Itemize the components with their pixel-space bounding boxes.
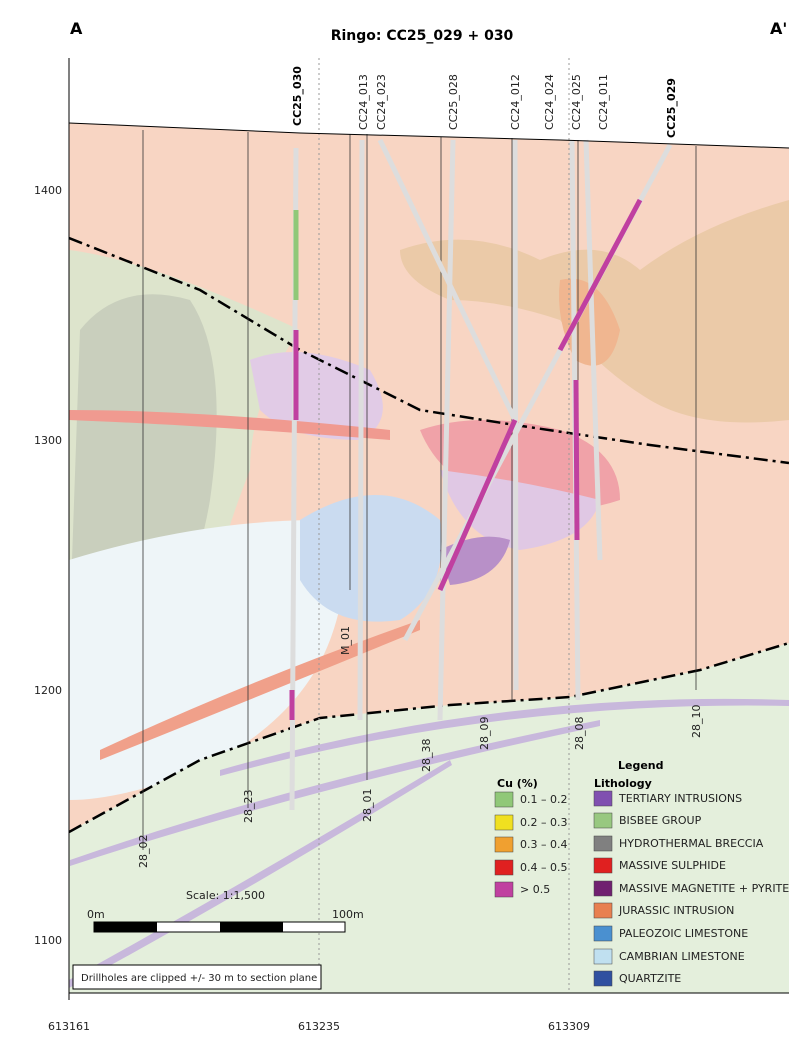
section-label: A	[70, 19, 83, 38]
drillhole-label: CC25_030	[291, 66, 304, 126]
scale-start: 0m	[87, 908, 105, 921]
grid-line-label: 28_09	[478, 717, 491, 751]
legend-item: 0.3 – 0.4	[520, 838, 567, 851]
grid-line-label: 28_01	[361, 789, 374, 823]
legend-heading: Cu (%)	[497, 777, 538, 790]
grid-line-label: 28_02	[137, 835, 150, 869]
grid-line-label: 28_08	[573, 717, 586, 751]
legend-item: PALEOZOIC LIMESTONE	[619, 927, 748, 940]
scale-end: 100m	[332, 908, 364, 921]
geology	[69, 58, 789, 993]
drillhole-label: CC24_023	[375, 74, 388, 130]
grid-line-label: M_01	[339, 626, 352, 655]
legend-item: 0.1 – 0.2	[520, 793, 567, 806]
legend-item: > 0.5	[520, 883, 550, 896]
drillhole-label: CC24_012	[509, 74, 522, 130]
y-label: 1300	[34, 434, 62, 447]
drillhole-label: CC24_011	[597, 74, 610, 130]
section-label: A'	[770, 19, 787, 38]
drillhole-label: CC24_024	[543, 74, 556, 130]
x-label: 613161	[48, 1020, 90, 1033]
legend-item: HYDROTHERMAL BRECCIA	[619, 837, 764, 850]
legend-item: QUARTZITE	[619, 972, 681, 985]
scale-title: Scale: 1:1,500	[186, 889, 265, 902]
grid-line-label: 28_10	[690, 705, 703, 739]
drillhole-label: CC25_028	[447, 74, 460, 130]
note-box	[72, 964, 322, 990]
legend-item: BISBEE GROUP	[619, 814, 702, 827]
legend-heading: Lithology	[594, 777, 652, 790]
legend-title: Legend	[618, 759, 664, 772]
legend-item: 0.4 – 0.5	[520, 861, 567, 874]
y-label: 1100	[34, 934, 62, 947]
title: Ringo: CC25_029 + 030	[331, 28, 514, 44]
y-label: 1400	[34, 184, 62, 197]
drillhole-label: CC24_025	[570, 74, 583, 130]
legend-item: MASSIVE SULPHIDE	[619, 859, 726, 872]
scale-bar: Scale: 1:1,500 0m 100m	[87, 889, 364, 933]
y-label: 1200	[34, 684, 62, 697]
drillhole-label: CC25_029	[665, 78, 678, 138]
legend-item: CAMBRIAN LIMESTONE	[619, 950, 745, 963]
legend-item: JURASSIC INTRUSION	[618, 904, 734, 917]
grid-line-label: 28_23	[242, 790, 255, 824]
note: Drillholes are clipped +/- 30 m to secti…	[81, 973, 317, 984]
legend: Legend Cu (%) Lithology 0.1 – 0.2 0.2 – …	[494, 759, 789, 987]
x-label: 613235	[298, 1020, 340, 1033]
legend-item: MASSIVE MAGNETITE + PYRITE	[619, 882, 789, 895]
drillhole-label: CC24_013	[357, 74, 370, 130]
legend-item: 0.2 – 0.3	[520, 816, 567, 829]
legend-item: TERTIARY INTRUSIONS	[618, 792, 742, 805]
x-label: 613309	[548, 1020, 590, 1033]
grid-line-label: 28_38	[420, 739, 433, 773]
